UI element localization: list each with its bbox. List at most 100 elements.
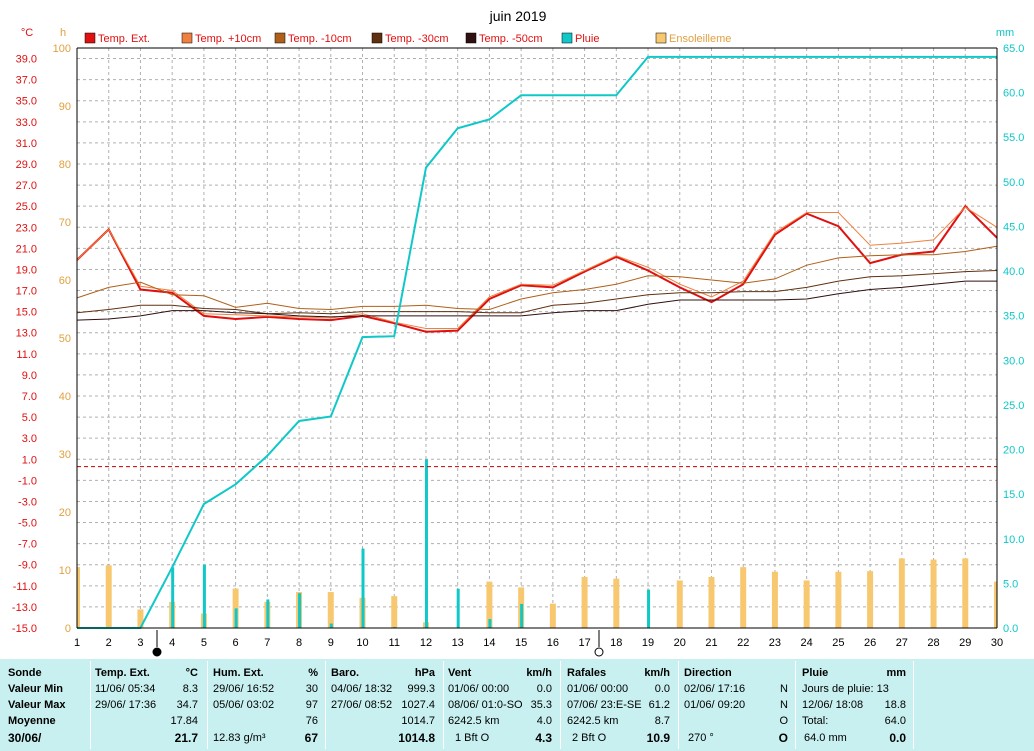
- rafales-beaufort: 2 Bft O: [572, 732, 607, 744]
- temp-tick-label: 13.0: [16, 328, 37, 340]
- vent-max-value: 35.3: [530, 699, 552, 711]
- new-moon-icon: [152, 647, 162, 657]
- x-tick-label: 22: [737, 637, 749, 649]
- sun-bar: [105, 565, 112, 628]
- vent-header: Vent: [448, 667, 472, 679]
- rain-tick-label: 60.0: [1003, 88, 1024, 100]
- legend-label: Ensoleilleme: [669, 33, 731, 45]
- legend-swatch: [465, 32, 477, 44]
- rain-bar: [171, 567, 175, 628]
- x-tick-label: 16: [547, 637, 559, 649]
- rafales-avg-value: 8.7: [654, 715, 670, 727]
- date-label: 30/06/: [8, 731, 42, 745]
- current-row: 30/06/ 21.7 12.83 g/m³ 67 1014.8 1 Bft O…: [0, 730, 1034, 746]
- direction-max-value: N: [780, 699, 788, 711]
- rain-tick-label: 25.0: [1003, 400, 1024, 412]
- temp-tick-label: 7.0: [22, 391, 37, 403]
- temp-tick-label: 5.0: [22, 412, 37, 424]
- x-tick-label: 14: [483, 637, 495, 649]
- x-tick-label: 23: [769, 637, 781, 649]
- rain-bar: [456, 588, 460, 628]
- daily-rain-bars: [171, 459, 651, 628]
- pluie-total-label: Total:: [802, 715, 829, 727]
- legend-swatch: [84, 32, 96, 44]
- moon-phase-icons: [152, 630, 604, 657]
- legend-label: Temp. +10cm: [195, 33, 261, 45]
- x-tick-label: 28: [927, 637, 939, 649]
- hum-abs-value: 12.83 g/m³: [213, 732, 266, 744]
- rain-tick-label: 0.0: [1003, 623, 1018, 635]
- rafales-current-value: 10.9: [646, 731, 670, 745]
- summary-panel: Sonde Temp. Ext. °C Hum. Ext. % Baro. hP…: [0, 659, 1034, 751]
- sun-tick-label: 40: [59, 391, 71, 403]
- baro-current-value: 1014.8: [398, 731, 435, 745]
- sun-bar: [898, 558, 905, 628]
- direction-current-value: O: [778, 731, 788, 745]
- pluie-max-time: 12/06/ 18:08: [802, 699, 864, 711]
- vent-beaufort: 1 Bft O: [455, 732, 490, 744]
- baro-header: Baro.: [331, 667, 360, 679]
- rain-bar: [361, 548, 365, 628]
- x-tick-label: 11: [389, 637, 400, 649]
- baro-avg-value: 1014.7: [401, 715, 435, 727]
- rain-bar: [298, 593, 302, 628]
- baro-max-time: 27/06/ 08:52: [331, 699, 393, 711]
- sun-bar: [77, 567, 80, 628]
- sun-bar: [708, 576, 715, 628]
- temp-tick-label: 11.0: [16, 349, 37, 361]
- temp-max-time: 29/06/ 17:36: [95, 699, 157, 711]
- full-moon-icon: [594, 647, 604, 657]
- avg-label: Moyenne: [8, 715, 56, 727]
- vent-min-value: 0.0: [536, 683, 552, 695]
- sun-bar: [391, 596, 398, 628]
- rain-tick-label: 20.0: [1003, 445, 1024, 457]
- max-label: Valeur Max: [8, 699, 66, 711]
- sun-bar: [962, 558, 969, 628]
- hum-header: Hum. Ext.: [213, 667, 264, 679]
- sun-tick-label: 70: [59, 217, 71, 229]
- temp-tick-label: 15.0: [16, 307, 37, 319]
- hum-unit: %: [308, 667, 318, 679]
- direction-min-time: 02/06/ 17:16: [684, 683, 746, 695]
- x-tick-label: 1: [74, 637, 80, 649]
- temp-tick-label: -15.0: [12, 623, 37, 635]
- tick-labels: °C h mm39.037.035.033.031.029.027.025.023.…: [12, 27, 1025, 649]
- sun-tick-label: 50: [59, 333, 71, 345]
- temp-min-value: 8.3: [182, 683, 198, 695]
- x-tick-label: 9: [328, 637, 334, 649]
- x-tick-label: 25: [832, 637, 844, 649]
- sun-bar: [486, 581, 493, 628]
- legend-swatch: [181, 32, 193, 44]
- temp-max-value: 34.7: [176, 699, 198, 711]
- pluie-current-value: 0.0: [889, 731, 906, 745]
- baro-min-time: 04/06/ 18:32: [331, 683, 393, 695]
- rain-tick-label: 65.0: [1003, 43, 1024, 55]
- x-tick-label: 20: [674, 637, 686, 649]
- sun-bar: [803, 580, 810, 628]
- rain-bar: [202, 564, 206, 628]
- legend-swatch: [371, 32, 383, 44]
- pluie-max-value: 18.8: [884, 699, 906, 711]
- baro-min-value: 999.3: [407, 683, 435, 695]
- max-row: Valeur Max 29/06/ 17:36 34.7 05/06/ 03:0…: [0, 697, 1034, 713]
- rain-tick-label: 15.0: [1003, 489, 1024, 501]
- rain-tick-label: 50.0: [1003, 177, 1024, 189]
- temp-tick-label: 25.0: [16, 201, 37, 213]
- sun-bar: [232, 588, 239, 628]
- temp-tick-label: 21.0: [16, 243, 37, 255]
- rafales-unit: km/h: [644, 667, 670, 679]
- sun-bar: [327, 592, 334, 628]
- sun-tick-label: 30: [59, 449, 71, 461]
- vent-unit: km/h: [526, 667, 552, 679]
- chart-title: juin 2019: [489, 8, 547, 24]
- rain-bar: [266, 599, 270, 628]
- rain-tick-label: 45.0: [1003, 221, 1024, 233]
- legend-label: Pluie: [575, 33, 599, 45]
- rafales-min-time: 01/06/ 00:00: [567, 683, 629, 695]
- sun-bar: [137, 609, 144, 628]
- x-tick-label: 3: [137, 637, 143, 649]
- temp-tick-label: 17.0: [16, 286, 37, 298]
- direction-avg-value: O: [779, 715, 788, 727]
- legend-label: Temp. Ext.: [98, 33, 150, 45]
- vent-min-time: 01/06/ 00:00: [448, 683, 510, 695]
